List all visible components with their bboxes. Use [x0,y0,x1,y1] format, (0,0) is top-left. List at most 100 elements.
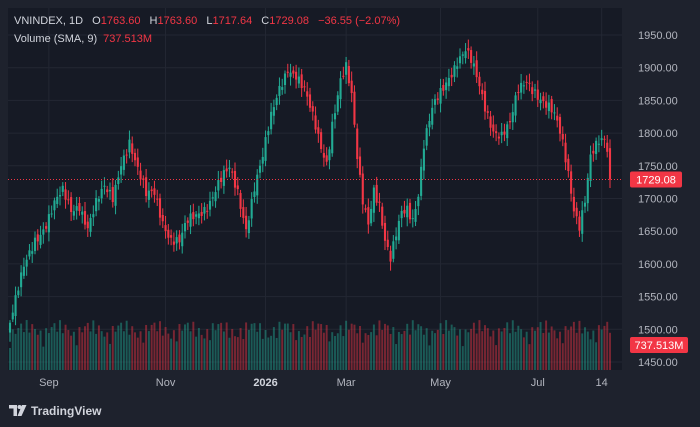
candle-body [86,221,89,229]
candle-body [70,197,73,213]
close-label: C [261,15,270,27]
tradingview-logo[interactable]: TradingView [9,401,101,421]
candle-body [575,207,578,217]
volume-bar [378,320,381,370]
candle-body [586,177,589,204]
candle-body [170,235,173,238]
volume-bar [534,330,536,370]
candle-body [345,62,348,75]
volume-bar [36,334,39,370]
volume-bar [422,334,425,370]
volume-bar [59,320,61,370]
volume-bar [17,327,20,370]
candle-body [431,107,434,125]
volume-bar [472,322,475,370]
volume-bar [553,330,556,370]
volume-bar [20,323,23,370]
x-tick-label: 14 [596,377,608,389]
volume-bar [128,334,131,370]
candle-body [20,272,23,288]
candle-body [317,127,320,134]
y-tick-label: 1950.00 [638,30,678,42]
candle-body [178,234,181,243]
candle-body [103,185,106,187]
volume-bar [536,327,539,370]
candle-body [181,232,184,247]
candle-body [403,209,406,214]
volume-bar [89,331,92,370]
symbol-label[interactable]: VNINDEX [14,15,63,27]
candle-body [539,99,542,104]
candle-body [247,220,250,234]
candle-body [517,92,520,94]
candle-body [367,207,370,225]
volume-bar [34,328,36,370]
interval-label[interactable]: 1D [69,15,84,27]
candle-body [272,107,275,116]
candle-body [95,197,98,212]
volume-bar [497,328,500,370]
volume-legend[interactable]: Volume (SMA, 9) 737.513M [14,33,152,45]
candle-body [153,188,156,195]
candle-body [172,241,175,245]
volume-bar [578,320,581,370]
volume-bar [447,330,450,370]
candle-body [333,113,337,120]
volume-bar [75,345,78,370]
candle-body [186,220,189,223]
candle-body [139,170,142,180]
candle-body [128,139,131,153]
candle-body [161,215,164,222]
volume-bar [597,325,600,370]
candle-body [236,185,239,190]
candle-body [217,180,220,191]
volume-bar [72,331,75,370]
volume-bar [175,341,178,370]
volume-badge-label: 737.513M [635,340,684,352]
candle-body [595,140,598,154]
candle-body [497,136,500,139]
volume-bar [178,324,181,370]
volume-bar [411,320,414,370]
candle-body [125,154,128,156]
volume-bar [347,329,350,370]
volume-bar [186,322,189,370]
candle-body [353,91,356,125]
volume-bar [47,333,50,370]
candle-body [472,63,475,67]
volume-bar [464,329,467,370]
volume-bar [459,329,461,370]
volume-bar [256,331,259,370]
volume-bar [289,332,292,370]
volume-bar [209,340,211,370]
candle-body [592,150,595,154]
candle-body [75,206,78,211]
candle-body [292,70,295,74]
volume-label: Volume (SMA, 9) [14,33,98,45]
volume-bar [592,330,595,370]
volume-bar [603,325,606,370]
candle-body [206,210,209,212]
candle-body [222,170,225,186]
volume-bar [409,334,411,370]
candle-body [33,237,37,251]
candle-body [572,196,575,212]
volume-bar [561,343,564,370]
volume-bar [486,328,489,370]
candle-body [322,152,325,158]
volume-bar [14,333,17,370]
volume-bar [550,326,553,370]
volume-bar [511,320,514,370]
close-value: 1729.08 [269,15,309,27]
volume-bar [584,327,586,370]
open-label: O [92,15,101,27]
volume-bar [325,324,328,370]
candle-body [406,205,409,218]
candle-body [14,295,17,317]
candle-body [39,234,42,245]
volume-bar [181,330,184,370]
candle-body [525,81,528,83]
candle-body [381,206,384,226]
volume-bar [11,329,14,370]
